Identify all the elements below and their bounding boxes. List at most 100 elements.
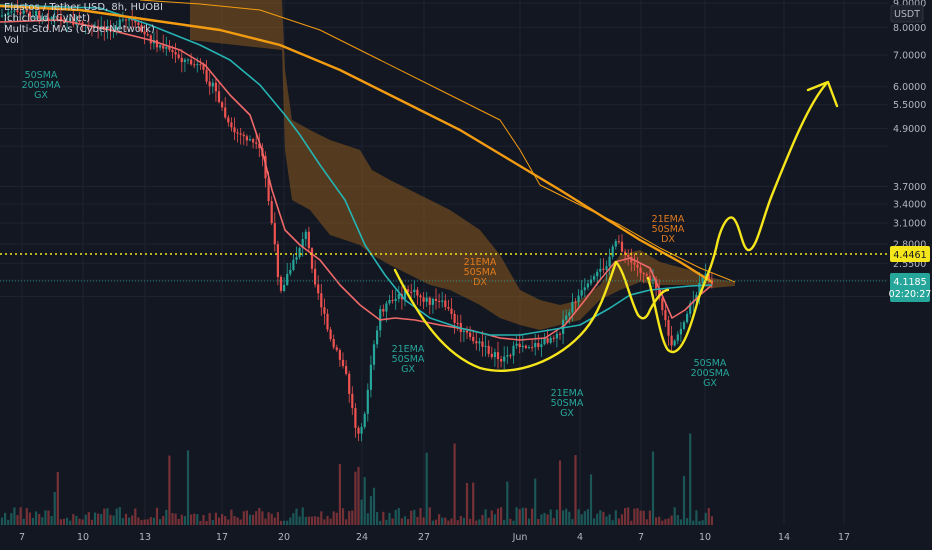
x-tick-label-5: 24 [356, 532, 368, 543]
volume-bar [679, 519, 682, 525]
candle-body [363, 413, 366, 427]
y-tick-label-7: 3.7000 [893, 182, 926, 193]
candle-body [673, 340, 676, 346]
candle-body [317, 284, 320, 294]
candle-body [571, 301, 574, 313]
volume-bar [38, 514, 41, 525]
volume-bar [589, 474, 593, 525]
y-tick-label-5: 4.9000 [893, 124, 926, 135]
volume-bar [428, 507, 431, 525]
arrow-head [806, 80, 839, 108]
annotation-gx1-line-2: GX [34, 90, 48, 101]
candle-body [196, 64, 199, 66]
candle-body [193, 64, 196, 66]
volume-bar [351, 510, 354, 525]
volume-bar [605, 516, 608, 525]
legend-volume[interactable]: Vol [4, 35, 19, 46]
x-tick-label-10: 10 [699, 532, 711, 543]
volume-bar [385, 519, 388, 525]
volume-bar [676, 515, 679, 525]
candle-body [558, 333, 562, 335]
volume-bar [704, 512, 707, 525]
candle-body [589, 279, 593, 284]
volume-bar [537, 518, 540, 525]
volume-bar [44, 510, 47, 525]
candle-body [605, 266, 608, 270]
volume-bar [376, 512, 379, 525]
candle-body [670, 335, 673, 346]
volume-bar [354, 471, 357, 525]
volume-bar [93, 512, 97, 525]
volume-bar [323, 519, 326, 525]
legend-ichicloud[interactable]: Ichicloud (CyNet) [4, 13, 91, 24]
volume-bar [710, 516, 713, 525]
candle-body [704, 273, 707, 278]
candle-body [245, 136, 248, 141]
candle-body [450, 308, 453, 314]
candle-body [310, 248, 314, 269]
volume-bar [484, 509, 487, 525]
volume-bar [503, 519, 506, 525]
candle-body [534, 342, 537, 348]
candle-body [428, 297, 431, 305]
volume-bar [642, 510, 645, 525]
candle-body [115, 26, 118, 30]
volume-bar [515, 507, 518, 525]
candle-body [69, 18, 72, 22]
volume-bar [13, 507, 16, 525]
candle-body [394, 298, 397, 302]
candle-body [707, 273, 710, 281]
volume-bar [661, 520, 664, 525]
cup-curve [393, 260, 618, 372]
candle-body [642, 272, 645, 275]
candle-body [286, 273, 289, 285]
candle-body [658, 288, 661, 299]
volume-bar [78, 518, 81, 525]
volume-bar [267, 512, 270, 525]
legend-multi-ma[interactable]: Multi-Std.MAs (CyberNetwork) [4, 24, 155, 35]
volume-bar [518, 509, 521, 525]
volume-bar [546, 514, 549, 525]
candle-body [639, 267, 642, 273]
y-tick-label-8: 3.4000 [893, 199, 926, 210]
volume-bar [571, 519, 574, 525]
cloud-area [190, 0, 735, 330]
volume-bar [186, 450, 190, 525]
volume-bars [0, 433, 713, 525]
candle-body [59, 16, 62, 22]
volume-bar [4, 512, 7, 525]
candle-body [35, 10, 38, 17]
cross-annotations: 50SMA200SMAGX21EMA50SMAGX21EMA50SMADX21E… [22, 70, 730, 419]
candle-body [177, 54, 180, 58]
candle-body [124, 19, 128, 21]
candle-body [484, 345, 487, 347]
candle-body [345, 366, 348, 374]
volume-bar [372, 487, 376, 525]
volume-bar [162, 516, 165, 525]
volume-bar [568, 511, 571, 525]
candle-body [16, 10, 19, 13]
candle-body [190, 59, 193, 65]
volume-bar [183, 516, 186, 525]
volume-bar [248, 514, 252, 525]
annotation-gx4-line-0: 50SMA [694, 358, 727, 369]
time-axis[interactable]: 7 10 13 17 20 24 27 Jun 4 7 10 14 17 [19, 532, 850, 543]
candle-body [599, 268, 602, 272]
volume-bar [403, 516, 407, 525]
candle-body [425, 297, 428, 302]
volume-bar [524, 507, 527, 525]
candle-body [493, 352, 496, 358]
volume-bar [493, 514, 496, 525]
volume-bar [140, 520, 143, 525]
candle-body [624, 251, 627, 255]
ema21-line [0, 19, 713, 341]
candle-body [689, 303, 692, 314]
legend-title[interactable]: Elastos / Tether USD, 8h, HUOBI [4, 2, 163, 13]
volume-bar [655, 517, 658, 525]
volume-bar [341, 508, 345, 525]
candle-body [53, 16, 56, 18]
candle-body [239, 133, 242, 135]
candle-body [490, 353, 493, 358]
volume-bar [0, 517, 4, 525]
